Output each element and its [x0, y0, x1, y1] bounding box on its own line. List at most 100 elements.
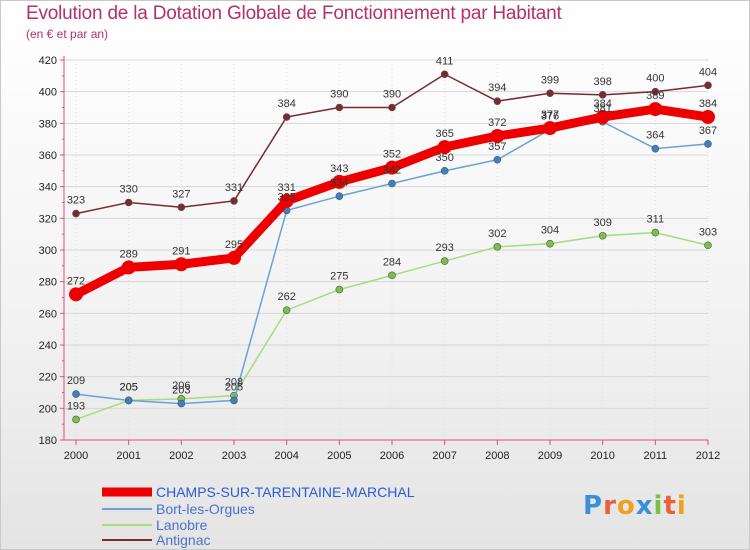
data-label: 376 — [541, 111, 559, 123]
data-label: 275 — [330, 271, 348, 283]
data-point — [704, 140, 712, 148]
data-point — [177, 399, 186, 408]
x-tick-label: 2011 — [644, 450, 668, 462]
x-tick-label: 2008 — [485, 450, 509, 462]
data-label: 311 — [647, 214, 665, 226]
data-label: 193 — [67, 400, 85, 412]
x-tick-label: 2012 — [696, 450, 720, 462]
y-tick-label: 300 — [39, 245, 57, 257]
data-label: 325 — [277, 191, 295, 203]
x-tick-label: 2007 — [432, 450, 456, 462]
data-point — [651, 144, 660, 153]
data-label: 365 — [435, 128, 453, 140]
data-label: 205 — [119, 381, 137, 393]
data-label: 331 — [225, 182, 243, 194]
data-point — [124, 396, 133, 405]
x-tick-label: 2005 — [327, 450, 351, 462]
data-point — [385, 160, 399, 175]
legend-label: Lanobre — [156, 517, 208, 533]
data-point — [598, 231, 607, 240]
data-label: 331 — [277, 182, 295, 194]
data-point — [437, 140, 452, 155]
y-tick-label: 180 — [39, 435, 57, 447]
y-tick-label: 360 — [39, 150, 57, 162]
data-point — [543, 121, 557, 136]
y-tick-label: 260 — [39, 308, 57, 320]
data-label: 203 — [172, 385, 190, 397]
data-label: 390 — [383, 89, 401, 101]
data-label: 350 — [435, 152, 453, 164]
data-label: 357 — [488, 141, 506, 153]
data-point — [227, 250, 241, 265]
data-label: 309 — [593, 217, 611, 229]
data-label: 330 — [119, 184, 137, 196]
data-label: 291 — [172, 245, 190, 257]
data-label: 352 — [383, 149, 401, 161]
data-point — [440, 167, 449, 175]
brand-letter: t — [663, 491, 677, 521]
data-label: 411 — [436, 55, 454, 67]
legend-label: CHAMPS-SUR-TARENTAINE-MARCHAL — [156, 484, 415, 500]
data-point — [72, 390, 80, 398]
x-tick-label: 2006 — [380, 450, 404, 462]
data-point — [440, 257, 449, 265]
data-point — [332, 174, 347, 189]
y-tick-label: 340 — [39, 182, 57, 194]
y-tick-label: 200 — [39, 403, 57, 415]
data-label: 289 — [119, 248, 137, 260]
data-point — [335, 103, 344, 112]
data-label: 205 — [119, 381, 137, 393]
data-label: 303 — [699, 226, 717, 238]
brand-logo: Proxiti — [583, 491, 687, 521]
brand-letter: x — [635, 491, 654, 521]
chart-title: Evolution de la Dotation Globale de Fonc… — [26, 3, 562, 24]
y-tick-label: 380 — [39, 118, 57, 130]
data-point — [177, 203, 186, 212]
data-point — [230, 396, 238, 405]
data-label: 367 — [699, 125, 717, 137]
legend-label: Antignac — [156, 532, 210, 548]
data-point — [546, 89, 554, 98]
data-label: 381 — [593, 103, 611, 115]
data-label: 302 — [488, 228, 506, 240]
data-point — [440, 70, 449, 79]
y-tick-label: 280 — [39, 277, 57, 289]
data-label: 384 — [699, 98, 717, 110]
data-label: 399 — [541, 74, 559, 86]
brand-letter: o — [616, 491, 636, 521]
data-label: 342 — [383, 165, 401, 177]
data-point — [282, 113, 291, 121]
data-label: 206 — [172, 380, 190, 392]
x-tick-label: 2001 — [116, 450, 140, 462]
data-point — [704, 241, 712, 250]
data-point — [493, 155, 502, 164]
y-tick-label: 400 — [39, 87, 57, 99]
data-label: 327 — [172, 188, 190, 200]
data-point — [69, 287, 83, 302]
data-point — [72, 209, 80, 218]
data-label: 205 — [225, 381, 243, 393]
data-label: 323 — [67, 195, 85, 207]
data-point — [388, 103, 396, 112]
data-label: 398 — [593, 76, 611, 88]
data-label: 384 — [593, 98, 611, 110]
data-point — [651, 228, 660, 237]
x-tick-label: 2009 — [538, 450, 562, 462]
data-point — [651, 87, 660, 96]
x-tick-label: 2002 — [169, 450, 193, 462]
data-label: 334 — [330, 177, 348, 189]
data-label: 272 — [67, 275, 85, 287]
data-point — [388, 179, 396, 188]
data-label: 262 — [277, 291, 295, 303]
brand-letter: r — [603, 491, 617, 521]
legend-label: Bort-les-Orgues — [156, 501, 255, 517]
data-point — [598, 91, 607, 99]
data-point — [388, 271, 396, 280]
data-point — [121, 260, 136, 275]
y-tick-label: 240 — [39, 340, 57, 352]
data-label: 404 — [699, 66, 717, 78]
y-tick-label: 220 — [39, 372, 57, 384]
data-point — [493, 243, 502, 251]
data-label: 295 — [225, 239, 243, 251]
